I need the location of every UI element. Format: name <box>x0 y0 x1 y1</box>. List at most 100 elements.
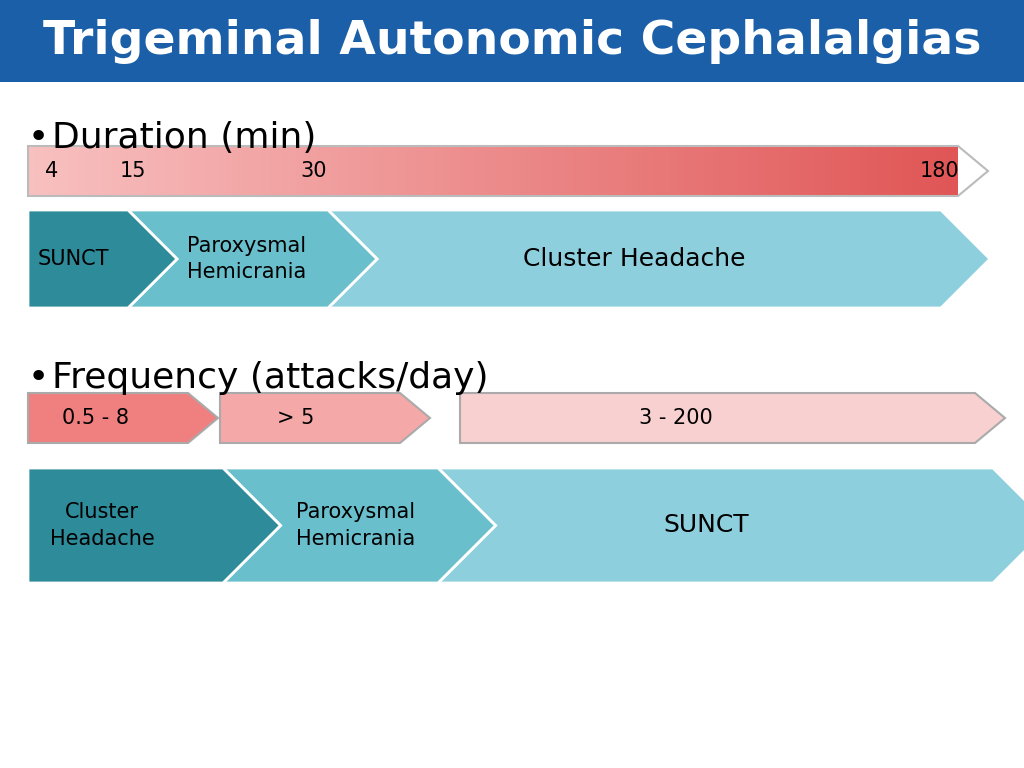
Polygon shape <box>775 146 778 196</box>
Polygon shape <box>648 146 651 196</box>
Polygon shape <box>474 146 477 196</box>
Polygon shape <box>803 146 806 196</box>
Polygon shape <box>286 146 289 196</box>
Polygon shape <box>850 146 853 196</box>
Polygon shape <box>899 146 902 196</box>
Polygon shape <box>93 146 96 196</box>
Polygon shape <box>570 146 573 196</box>
Polygon shape <box>577 146 580 196</box>
Polygon shape <box>450 146 453 196</box>
Polygon shape <box>827 146 830 196</box>
Polygon shape <box>50 146 53 196</box>
Polygon shape <box>751 146 754 196</box>
Polygon shape <box>670 146 673 196</box>
Polygon shape <box>583 146 586 196</box>
Polygon shape <box>438 468 1024 583</box>
Polygon shape <box>592 146 595 196</box>
Polygon shape <box>350 146 353 196</box>
Polygon shape <box>416 146 419 196</box>
Polygon shape <box>580 146 583 196</box>
Polygon shape <box>378 146 381 196</box>
Polygon shape <box>397 146 400 196</box>
Polygon shape <box>778 146 781 196</box>
Polygon shape <box>496 146 500 196</box>
Polygon shape <box>220 393 430 443</box>
Polygon shape <box>189 146 193 196</box>
Polygon shape <box>744 146 748 196</box>
Polygon shape <box>645 146 648 196</box>
Polygon shape <box>636 146 639 196</box>
Polygon shape <box>561 146 564 196</box>
Polygon shape <box>893 146 896 196</box>
Polygon shape <box>28 210 177 308</box>
Polygon shape <box>586 146 589 196</box>
Polygon shape <box>847 146 850 196</box>
Polygon shape <box>366 146 369 196</box>
Polygon shape <box>419 146 422 196</box>
Text: SUNCT: SUNCT <box>37 249 109 269</box>
Polygon shape <box>28 393 218 443</box>
Polygon shape <box>139 146 142 196</box>
Polygon shape <box>446 146 450 196</box>
Polygon shape <box>865 146 868 196</box>
Polygon shape <box>384 146 388 196</box>
Polygon shape <box>87 146 90 196</box>
Polygon shape <box>713 146 716 196</box>
Polygon shape <box>703 146 707 196</box>
Text: •: • <box>28 361 49 395</box>
Polygon shape <box>431 146 434 196</box>
Polygon shape <box>118 146 121 196</box>
Polygon shape <box>503 146 506 196</box>
Polygon shape <box>555 146 558 196</box>
Polygon shape <box>407 146 410 196</box>
Polygon shape <box>664 146 667 196</box>
Polygon shape <box>28 146 31 196</box>
Polygon shape <box>642 146 645 196</box>
Polygon shape <box>760 146 763 196</box>
Polygon shape <box>540 146 543 196</box>
Polygon shape <box>660 146 664 196</box>
Polygon shape <box>884 146 887 196</box>
Polygon shape <box>552 146 555 196</box>
Polygon shape <box>791 146 794 196</box>
Polygon shape <box>115 146 118 196</box>
Polygon shape <box>573 146 577 196</box>
Polygon shape <box>112 146 115 196</box>
Polygon shape <box>691 146 694 196</box>
Polygon shape <box>437 146 440 196</box>
Polygon shape <box>266 146 269 196</box>
Text: 4: 4 <box>45 161 58 181</box>
Polygon shape <box>543 146 546 196</box>
Polygon shape <box>90 146 93 196</box>
Polygon shape <box>443 146 446 196</box>
Polygon shape <box>391 146 394 196</box>
Text: 3 - 200: 3 - 200 <box>639 408 713 428</box>
Polygon shape <box>719 146 722 196</box>
Polygon shape <box>673 146 676 196</box>
Polygon shape <box>918 146 921 196</box>
Polygon shape <box>515 146 518 196</box>
Polygon shape <box>518 146 521 196</box>
Polygon shape <box>460 393 1005 443</box>
Polygon shape <box>62 146 66 196</box>
Polygon shape <box>800 146 803 196</box>
Polygon shape <box>856 146 859 196</box>
Polygon shape <box>78 146 81 196</box>
Polygon shape <box>174 146 177 196</box>
Polygon shape <box>248 146 251 196</box>
Polygon shape <box>837 146 841 196</box>
Polygon shape <box>524 146 527 196</box>
Polygon shape <box>220 146 223 196</box>
Polygon shape <box>493 146 496 196</box>
Polygon shape <box>654 146 657 196</box>
Polygon shape <box>223 468 496 583</box>
Text: SUNCT: SUNCT <box>664 514 750 538</box>
Polygon shape <box>292 146 295 196</box>
Polygon shape <box>273 146 276 196</box>
Polygon shape <box>155 146 158 196</box>
Polygon shape <box>471 146 474 196</box>
Polygon shape <box>735 146 738 196</box>
Polygon shape <box>332 146 335 196</box>
Polygon shape <box>589 146 592 196</box>
Polygon shape <box>688 146 691 196</box>
